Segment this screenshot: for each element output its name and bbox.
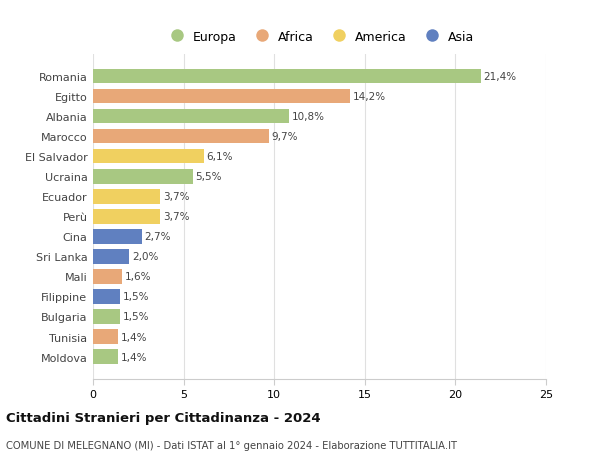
Bar [93,269,122,284]
Text: 3,7%: 3,7% [163,192,189,202]
Text: Cittadini Stranieri per Cittadinanza - 2024: Cittadini Stranieri per Cittadinanza - 2… [6,412,320,425]
Text: 3,7%: 3,7% [163,212,189,222]
Text: 2,7%: 2,7% [145,232,171,242]
Text: 1,5%: 1,5% [123,312,149,322]
Text: 1,5%: 1,5% [123,292,149,302]
Bar [93,210,160,224]
Text: 5,5%: 5,5% [196,172,222,182]
Text: 14,2%: 14,2% [353,92,386,102]
Text: 2,0%: 2,0% [132,252,158,262]
Text: COMUNE DI MELEGNANO (MI) - Dati ISTAT al 1° gennaio 2024 - Elaborazione TUTTITAL: COMUNE DI MELEGNANO (MI) - Dati ISTAT al… [6,440,457,450]
Bar [93,230,142,244]
Bar [93,170,193,184]
Text: 1,4%: 1,4% [121,332,148,342]
Text: 1,6%: 1,6% [125,272,151,282]
Bar [93,70,481,84]
Bar [93,350,118,364]
Bar [93,310,120,324]
Text: 1,4%: 1,4% [121,352,148,362]
Bar [93,90,350,104]
Bar [93,130,269,144]
Text: 21,4%: 21,4% [484,72,517,82]
Bar [93,290,120,304]
Bar [93,110,289,124]
Bar [93,250,129,264]
Text: 6,1%: 6,1% [206,152,233,162]
Text: 10,8%: 10,8% [292,112,325,122]
Legend: Europa, Africa, America, Asia: Europa, Africa, America, Asia [160,26,479,49]
Bar [93,150,203,164]
Text: 9,7%: 9,7% [271,132,298,142]
Bar [93,190,160,204]
Bar [93,330,118,344]
